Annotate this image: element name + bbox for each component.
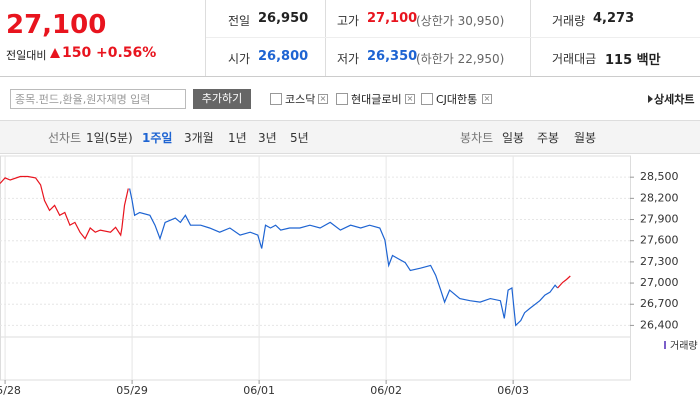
tab-group-label: 봉차트	[460, 131, 494, 145]
tab[interactable]: 1년	[228, 131, 247, 145]
x-tick-label: 05/29	[116, 384, 148, 397]
summary-extra: (하한가 22,950)	[416, 52, 505, 66]
y-tick-label: 27,300	[640, 255, 679, 268]
summary-label: 거래대금	[552, 52, 597, 66]
price-line	[557, 275, 571, 289]
header	[0, 0, 700, 77]
divider	[325, 0, 326, 76]
summary-value: 4,273	[593, 11, 635, 26]
summary-label: 거래량	[552, 14, 586, 28]
price-line	[0, 175, 129, 240]
tab-selected[interactable]: 1주일	[142, 131, 173, 145]
remove-icon[interactable]: ×	[405, 94, 415, 104]
arrow-icon	[648, 95, 653, 103]
tab[interactable]: 3개월	[184, 131, 214, 145]
checkbox[interactable]	[421, 93, 433, 105]
y-tick-label: 28,500	[640, 170, 679, 183]
summary-value: 26,950	[258, 11, 309, 26]
summary-value: 26,800	[258, 49, 309, 64]
tab[interactable]: 일봉	[502, 131, 525, 145]
tab[interactable]: 월봉	[574, 131, 597, 145]
volume-label: 거래량	[670, 340, 698, 352]
tab[interactable]: 1일(5분)	[86, 131, 133, 145]
tab[interactable]: 5년	[290, 131, 309, 145]
divider	[530, 0, 531, 76]
summary-label: 시가	[228, 52, 251, 66]
volume-legend-mark	[664, 341, 666, 349]
summary-value: 115 백만	[605, 53, 661, 68]
tab[interactable]: 주봉	[537, 131, 560, 145]
y-tick-label: 26,400	[640, 318, 679, 331]
divider	[206, 37, 700, 38]
checkbox[interactable]	[336, 93, 348, 105]
remove-icon[interactable]: ×	[482, 94, 492, 104]
summary-value: 27,100	[367, 11, 418, 26]
change: 150	[62, 45, 92, 61]
compare-item: 현대글로비	[351, 93, 402, 106]
remove-icon[interactable]: ×	[318, 94, 328, 104]
x-tick-label: 06/01	[243, 384, 275, 397]
y-tick-label: 26,700	[640, 297, 679, 310]
compare-item: 코스닥	[285, 93, 316, 106]
search-input[interactable]: 종목.펀드,환율,원자재명 입력	[10, 89, 186, 109]
detail-link[interactable]: 상세차트	[654, 93, 695, 106]
change-pct: +0.56%	[96, 45, 157, 61]
up-arrow	[50, 48, 60, 58]
y-tick-label: 27,900	[640, 213, 679, 226]
compare-item: CJ대한통	[436, 93, 478, 106]
price: 27,100	[6, 10, 107, 40]
summary-value: 26,350	[367, 49, 418, 64]
y-tick-label: 27,000	[640, 276, 679, 289]
divider	[205, 0, 206, 76]
y-tick-label: 28,200	[640, 191, 679, 204]
tab-bar	[0, 120, 700, 154]
tab[interactable]: 3년	[258, 131, 277, 145]
summary-label: 전일	[228, 14, 251, 28]
tab-group-label: 선차트	[48, 131, 82, 145]
y-tick-label: 27,600	[640, 234, 679, 247]
x-tick-label: 06/03	[497, 384, 529, 397]
summary-extra: (상한가 30,950)	[416, 14, 505, 28]
checkbox[interactable]	[270, 93, 282, 105]
add-button[interactable]: 추가하기	[193, 89, 251, 109]
summary-label: 저가	[337, 52, 360, 66]
price-line	[129, 188, 559, 327]
x-tick-label: 06/02	[370, 384, 402, 397]
plot-frame	[0, 155, 631, 381]
x-tick-label: 05/28	[0, 384, 21, 397]
change-label: 전일대비	[6, 49, 47, 62]
summary-label: 고가	[337, 14, 360, 28]
